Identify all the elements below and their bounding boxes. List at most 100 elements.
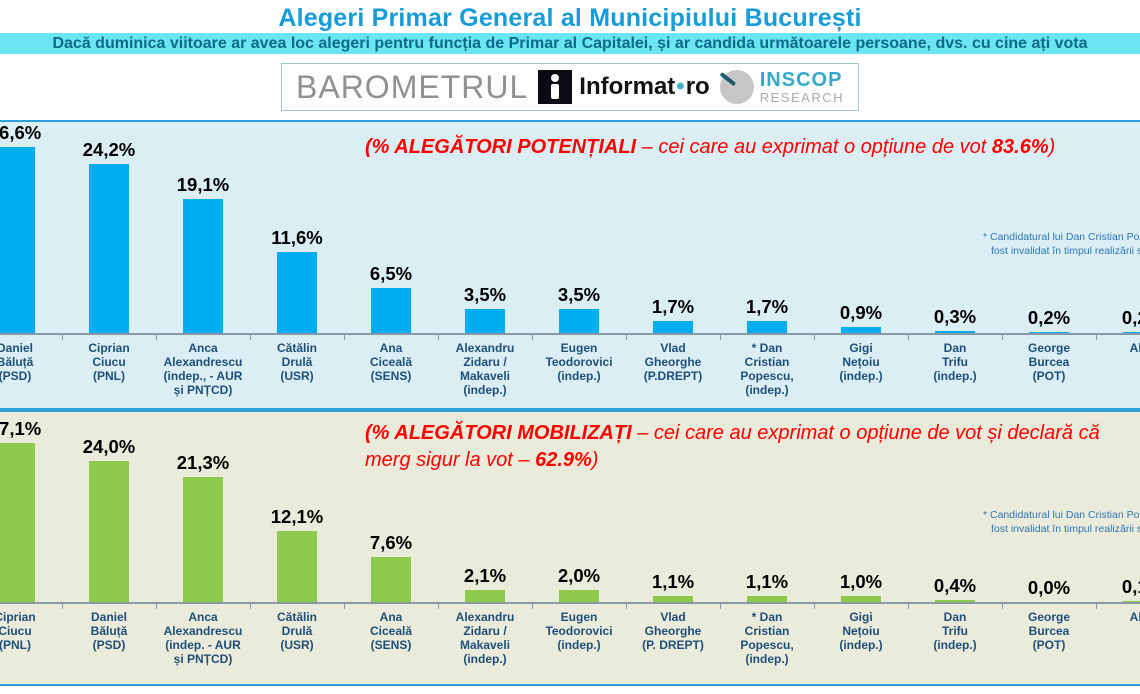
logo-box: BAROMETRUL Informat•ro INSCOP RESEARCH: [281, 63, 859, 111]
category-label: Alexandru Zidaru / Makaveli (indep.): [455, 341, 515, 398]
category-label: Altul: [1129, 610, 1140, 624]
value-label: 3,5%: [557, 283, 601, 305]
bar: [841, 596, 881, 602]
bar: [747, 321, 787, 333]
category-label: Dan Trifu (indep.): [933, 341, 977, 384]
category-label: George Burcea (POT): [1027, 610, 1070, 653]
category-label: Anca Alexandrescu (indep., - AUR și PNȚC…: [163, 341, 243, 398]
category-column: 2,0% Eugen Teodorovici (indep.): [532, 412, 627, 667]
informat-ro-logo: Informat•ro: [538, 70, 710, 104]
bar: [935, 330, 975, 333]
value-label: 1,0%: [839, 571, 883, 593]
value-label: 1,7%: [651, 296, 695, 318]
category-column: 11,6% Cătălin Drulă (USR): [250, 122, 345, 398]
informat-wordmark: Informat•ro: [579, 73, 710, 100]
category-label: Dan Trifu (indep.): [933, 610, 977, 653]
bar: [559, 308, 599, 333]
value-label: 27,1%: [0, 417, 42, 439]
category-label: * Dan Cristian Popescu, (indep.): [740, 341, 794, 398]
category-label: Daniel Băluță (PSD): [0, 341, 34, 384]
category-label: Gigi Nețoiu (indep.): [839, 610, 883, 653]
value-label: 0,4%: [933, 574, 977, 596]
category-column: 1,7% * Dan Cristian Popescu, (indep.): [720, 122, 815, 398]
bar: [1123, 601, 1140, 602]
chart-annotation-potential: (% ALEGĂTORI POTENȚIALI – cei care au ex…: [365, 136, 1056, 158]
bar: [747, 595, 787, 602]
inscop-research-label: RESEARCH: [759, 90, 844, 105]
survey-question-banner: Dacă duminica viitoare ar avea loc alege…: [0, 33, 1140, 54]
category-column: 0,1% Altul: [1096, 412, 1140, 667]
category-label: Ciprian Ciucu (PNL): [88, 341, 130, 384]
value-label: 2,1%: [463, 564, 507, 586]
category-column: 1,0% Gigi Nețoiu (indep.): [814, 412, 909, 667]
informat-i-icon: [538, 70, 573, 104]
category-column: 3,5% Eugen Teodorovici (indep.): [532, 122, 627, 398]
footnote-invalidated-candidacy: * Candidatural lui Dan Cristian Popoescu…: [983, 231, 1140, 258]
category-label: Cătălin Drulă (USR): [276, 341, 317, 384]
value-label: 24,2%: [82, 138, 136, 160]
bar: [653, 321, 693, 333]
category-label: Daniel Băluță (PSD): [90, 610, 128, 653]
bar: [371, 557, 411, 602]
category-column: 1,7% Vlad Gheorghe (P.DREPT): [626, 122, 721, 398]
value-label: 0,3%: [933, 305, 977, 327]
category-column: 1,1% * Dan Cristian Popescu, (indep.): [720, 412, 815, 667]
category-column: 21,3% Anca Alexandrescu (indep. - AUR și …: [156, 412, 251, 667]
category-column: 19,1% Anca Alexandrescu (indep., - AUR și…: [156, 122, 251, 398]
category-label: Ana Ciceală (SENS): [369, 610, 413, 653]
value-label: 1,7%: [745, 296, 789, 318]
category-column: 0,0% George Burcea (POT): [1002, 412, 1097, 667]
value-label: 2,0%: [557, 565, 601, 587]
category-label: * Dan Cristian Popescu, (indep.): [740, 610, 794, 667]
value-label: 0,1%: [1121, 576, 1140, 598]
value-label: 0,9%: [839, 301, 883, 323]
bar: [0, 146, 35, 333]
category-column: 1,1% Vlad Gheorghe (P. DREPT): [626, 412, 721, 667]
logo-strip: BAROMETRUL Informat•ro INSCOP RESEARCH: [0, 54, 1140, 120]
category-column: 7,6% Ana Ciceală (SENS): [344, 412, 439, 667]
category-label: Eugen Teodorovici (indep.): [545, 610, 613, 653]
category-column: 0,4% Dan Trifu (indep.): [908, 412, 1003, 667]
category-column: 6,5% Ana Ciceală (SENS): [344, 122, 439, 398]
page-title: Alegeri Primar General al Municipiului B…: [278, 4, 862, 32]
category-column: 0,9% Gigi Nețoiu (indep.): [814, 122, 909, 398]
category-label: George Burcea (POT): [1027, 341, 1070, 384]
bar: [277, 251, 317, 333]
inscop-logo: INSCOP RESEARCH: [719, 70, 844, 105]
category-label: Eugen Teodorovici (indep.): [545, 341, 613, 384]
category-column: 26,6% Daniel Băluță (PSD): [0, 121, 63, 398]
value-label: 1,1%: [651, 570, 695, 592]
category-label: Alexandru Zidaru / Makaveli (indep.): [455, 610, 515, 667]
category-column: 27,1% Ciprian Ciucu (PNL): [0, 412, 63, 667]
bar: [277, 530, 317, 602]
value-label: 0,0%: [1027, 577, 1071, 598]
value-label: 12,1%: [270, 505, 324, 527]
value-label: 24,0%: [82, 436, 136, 458]
bar-columns: 26,6% Daniel Băluță (PSD) 24,2% Ciprian Ciu…: [0, 122, 1140, 398]
bar: [935, 599, 975, 602]
category-column: 0,2% Altul: [1096, 122, 1140, 398]
value-label: 26,6%: [0, 121, 42, 143]
category-label: Vlad Gheorghe (P.DREPT): [643, 341, 703, 384]
bar: [1029, 331, 1069, 333]
category-column: 24,0% Daniel Băluță (PSD): [62, 412, 157, 667]
category-label: Ana Ciceală (SENS): [369, 341, 413, 384]
survey-question-text: Dacă duminica viitoare ar avea loc alege…: [52, 35, 1088, 52]
value-label: 19,1%: [176, 174, 230, 196]
bar: [841, 326, 881, 333]
value-label: 0,2%: [1121, 306, 1140, 328]
category-column: 12,1% Cătălin Drulă (USR): [250, 412, 345, 667]
category-column: 0,2% George Burcea (POT): [1002, 122, 1097, 398]
bar: [465, 589, 505, 602]
category-column: 2,1% Alexandru Zidaru / Makaveli (indep.): [438, 412, 533, 667]
value-label: 0,2%: [1027, 306, 1071, 328]
bar: [653, 595, 693, 602]
barometrul-wordmark: BAROMETRUL: [296, 68, 529, 105]
bar: [183, 199, 223, 333]
category-label: Altul: [1129, 341, 1140, 355]
inscop-compass-icon: [719, 70, 754, 104]
value-label: 11,6%: [271, 226, 323, 248]
category-column: 3,5% Alexandru Zidaru / Makaveli (indep.): [438, 122, 533, 398]
informat-dot-icon: •: [676, 73, 685, 100]
